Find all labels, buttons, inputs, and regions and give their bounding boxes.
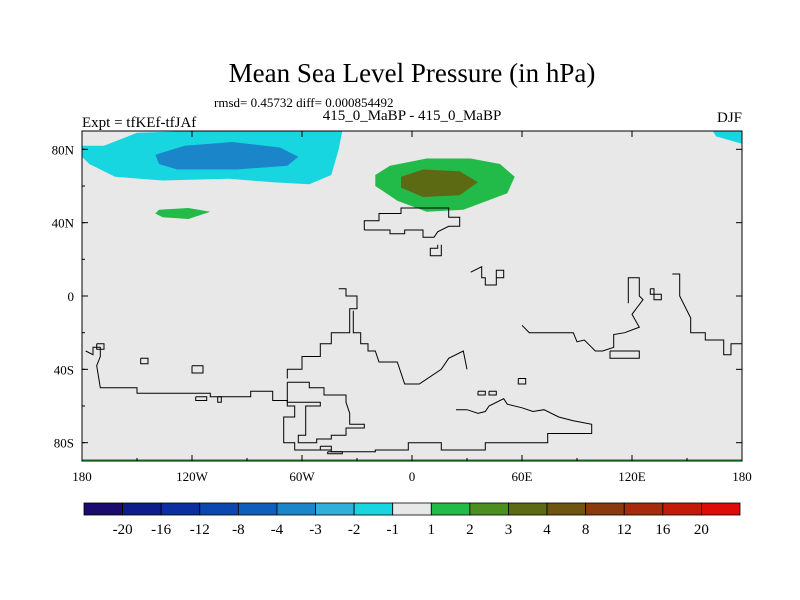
colorbar <box>83 502 741 516</box>
colorbar-swatch <box>353 502 394 516</box>
coastline-12 <box>477 390 486 396</box>
colorbar-swatch <box>623 502 664 516</box>
colorbar-swatch <box>662 502 702 516</box>
coastline-13 <box>488 390 497 396</box>
coastline-5 <box>191 365 204 374</box>
contour-region-4 <box>401 169 478 197</box>
coastline-4 <box>286 381 365 444</box>
y-tick-label: 40N <box>52 216 75 231</box>
colorbar-level-label: 12 <box>617 522 632 538</box>
colorbar-swatch <box>392 502 432 516</box>
center-label: 415_0_MaBP - 415_0_MaBP <box>323 108 502 124</box>
coastline-15 <box>609 350 640 359</box>
chart-title: Mean Sea Level Pressure (in hPa) <box>229 58 596 88</box>
colorbar-swatch <box>160 502 201 516</box>
coastline-19 <box>429 244 442 257</box>
colorbar-swatch <box>122 502 162 516</box>
contour-region-1 <box>712 131 742 144</box>
coastline-20 <box>352 310 468 385</box>
x-tick-label: 120W <box>176 469 209 484</box>
chart-subtitle: rmsd= 0.45732 diff= 0.000854492 <box>214 95 393 110</box>
y-tick-label: 80S <box>54 436 74 451</box>
left-label: Expt = tfKEf-tfJAf <box>82 115 196 131</box>
coastline-14 <box>517 378 527 385</box>
y-axis: 80N 40N 0 40S 80S <box>52 142 742 451</box>
colorbar-level-label: 8 <box>582 522 590 538</box>
coastline-8 <box>217 396 222 403</box>
colorbar-level-label: 2 <box>466 522 474 538</box>
colorbar-swatch <box>315 502 355 516</box>
colorbar-labels: -20 -16 -12 -8 -4 -3 -2 -1 1 2 3 4 8 12 16 20 <box>113 522 709 538</box>
colorbar-swatch <box>469 502 509 516</box>
coastline-11 <box>319 445 332 451</box>
colorbar-swatch <box>430 502 471 516</box>
y-tick-label: 80N <box>52 142 75 157</box>
colorbar-swatch <box>237 502 278 516</box>
colorbar-swatch <box>508 502 548 516</box>
coastline-10 <box>327 451 343 455</box>
coastline-18 <box>521 277 644 352</box>
x-tick-label: 180 <box>732 469 752 484</box>
x-axis: 180 120W 60W 0 60E 120E 180 <box>72 131 752 484</box>
colorbar-swatch <box>199 502 239 516</box>
coastline-7 <box>195 396 208 401</box>
coastline-0 <box>363 207 461 238</box>
x-tick-label: 0 <box>409 469 416 484</box>
colorbar-level-label: -20 <box>113 522 133 538</box>
colorbar-level-label: -2 <box>348 522 361 538</box>
x-tick-label: 60W <box>289 469 315 484</box>
x-tick-label: 60E <box>512 469 533 484</box>
x-tick-label: 120E <box>618 469 646 484</box>
colorbar-swatch <box>701 502 741 516</box>
colorbar-level-label: 1 <box>428 522 436 538</box>
colorbar-level-label: -1 <box>386 522 399 538</box>
colorbar-swatch <box>276 502 316 516</box>
right-label: DJF <box>717 110 742 126</box>
colorbar-swatch <box>585 502 625 516</box>
coastline-9 <box>96 343 105 350</box>
colorbar-level-label: 20 <box>694 522 709 538</box>
colorbar-level-label: -12 <box>190 522 210 538</box>
coastline-16 <box>672 273 742 356</box>
colorbar-swatch <box>546 502 587 516</box>
colorbar-level-label: 16 <box>655 522 671 538</box>
contour-region-5 <box>155 208 211 219</box>
coastline-2 <box>286 288 358 379</box>
colorbar-level-label: 4 <box>543 522 551 538</box>
y-tick-label: 40S <box>54 362 74 377</box>
coastline-17 <box>649 288 662 301</box>
colorbar-swatch <box>83 502 123 516</box>
colorbar-level-label: -3 <box>309 522 322 538</box>
coastlines <box>85 207 742 455</box>
y-tick-label: 0 <box>68 289 75 304</box>
x-tick-label: 180 <box>72 469 92 484</box>
colorbar-level-label: -8 <box>232 522 245 538</box>
colorbar-level-label: -4 <box>271 522 284 538</box>
coastline-3 <box>85 346 593 453</box>
contour-region-2 <box>155 142 299 170</box>
coastline-6 <box>140 357 149 365</box>
coastline-1 <box>470 265 505 286</box>
colorbar-level-label: 3 <box>505 522 513 538</box>
colorbar-level-label: -16 <box>151 522 171 538</box>
